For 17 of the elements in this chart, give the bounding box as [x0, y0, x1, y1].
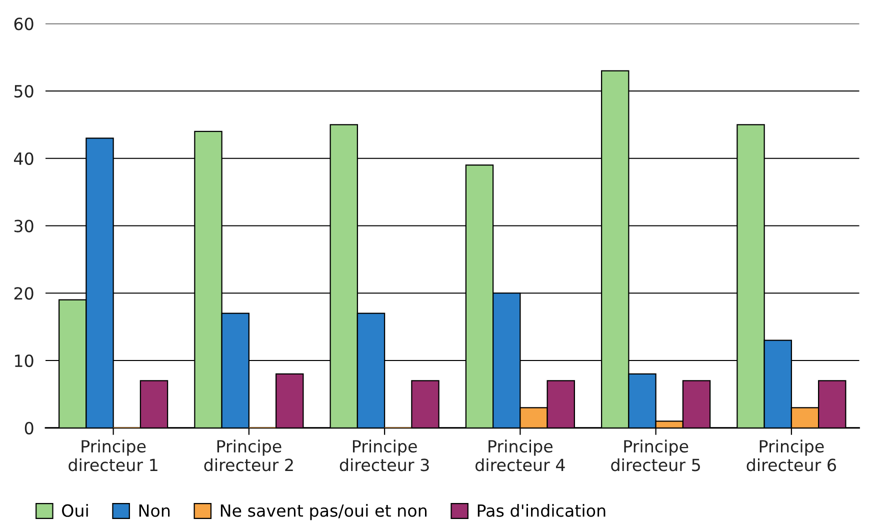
- x-tick-label: Principe directeur 5: [611, 440, 700, 472]
- x-tick-label: Principe directeur 2: [204, 440, 293, 472]
- legend-label: Ne savent pas/oui et non: [220, 504, 426, 520]
- x-tick-label: Principe directeur 3: [340, 440, 429, 472]
- y-tick-label: 30: [14, 220, 34, 232]
- y-tick-label: 40: [14, 152, 34, 165]
- x-tick-label: Principe directeur 4: [476, 440, 565, 472]
- y-tick-label: 50: [14, 84, 34, 98]
- y-tick-label: 0: [24, 422, 34, 434]
- x-tick-label: Principe directeur 1: [68, 440, 158, 472]
- y-tick-label: 10: [15, 354, 34, 368]
- legend-label: Pas d'indication: [478, 504, 606, 517]
- legend-label: Non: [139, 504, 170, 517]
- legend-label: Oui: [62, 504, 88, 517]
- y-tick-label: 20: [14, 287, 34, 300]
- y-tick-label: 60: [14, 18, 34, 30]
- x-tick-label: Principe directeur 6: [746, 440, 836, 472]
